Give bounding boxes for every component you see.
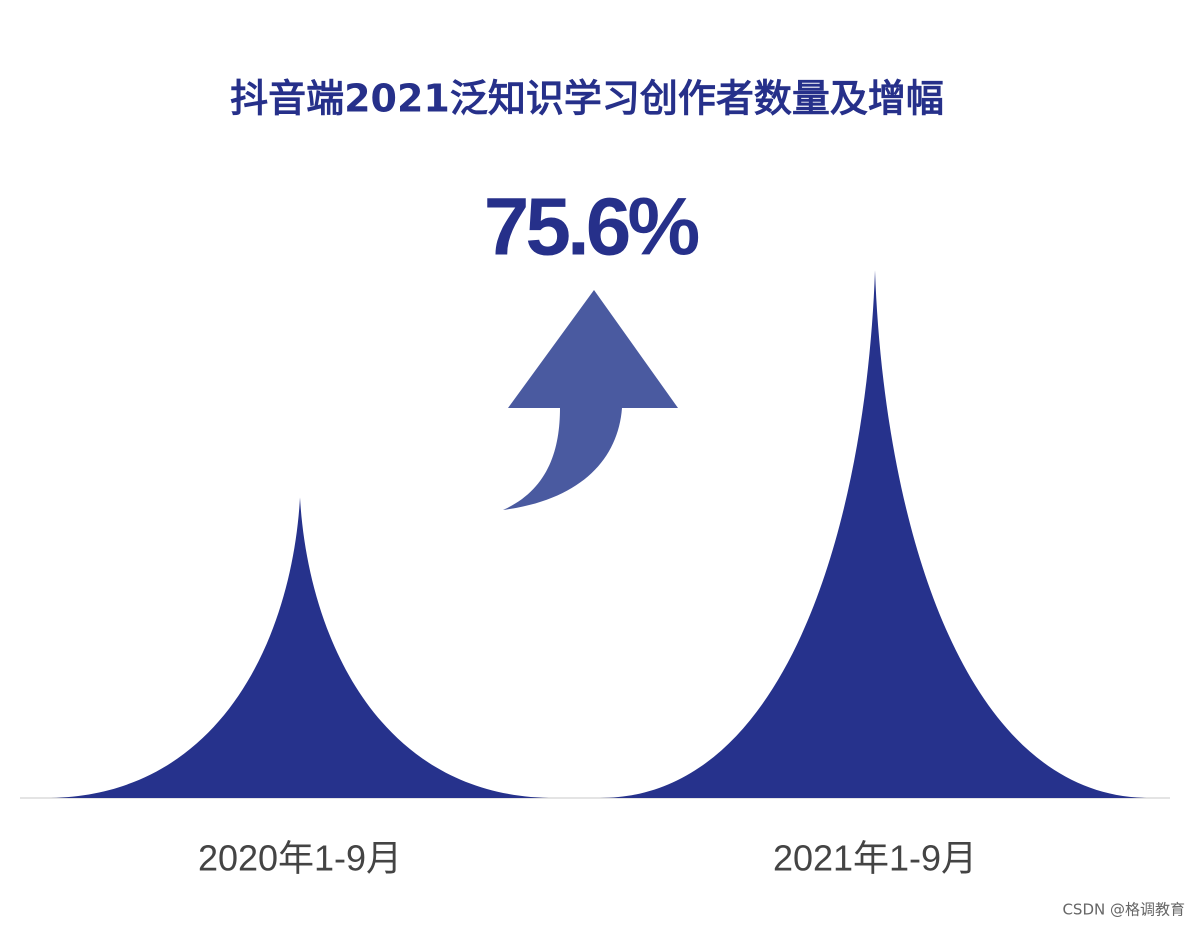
watermark: CSDN @格调教育 bbox=[1062, 901, 1185, 919]
peak-bar bbox=[45, 497, 555, 798]
x-tick-label: 2020年1-9月 bbox=[198, 838, 402, 879]
x-tick-label: 2021年1-9月 bbox=[773, 838, 977, 879]
growth-arrow bbox=[503, 290, 678, 510]
chart-title: 抖音端2021泛知识学习创作者数量及增幅 bbox=[230, 77, 944, 121]
peak-bar bbox=[600, 270, 1150, 799]
growth-annotation: 75.6% bbox=[484, 182, 699, 273]
